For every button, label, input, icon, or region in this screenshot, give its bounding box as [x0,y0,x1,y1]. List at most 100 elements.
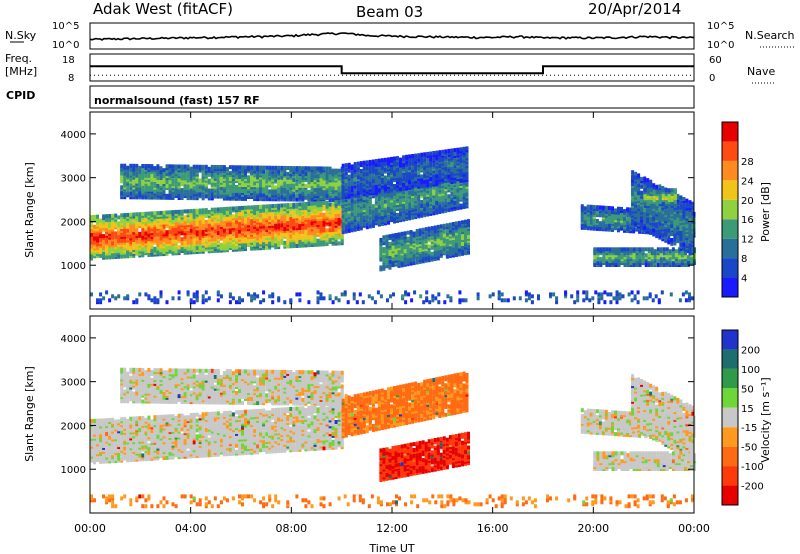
noise-left-tick-bottom: 10^0 [52,40,79,51]
heatmap-cell [295,222,299,227]
beam-title: Beam 03 [356,3,423,21]
heatmap-cell [334,214,338,218]
heatmap-cell [403,231,407,236]
heatmap-cell [141,212,145,216]
heatmap-cell [301,166,305,171]
heatmap-cell [177,209,181,214]
heatmap-cell [295,202,299,207]
heatmap-cell [289,244,293,249]
heatmap-cell [356,171,360,176]
heatmap-cell [350,198,354,203]
heatmap-cell [322,212,326,217]
heatmap-cell [322,204,326,209]
nave-tick-top: 60 [709,55,722,66]
heatmap-cell [135,222,139,227]
heatmap-cell [426,161,430,166]
heatmap-cell [459,157,463,162]
heatmap-cell [406,248,410,253]
heatmap-cell [465,146,469,151]
heatmap-cell [396,162,399,166]
heatmap-cell [432,151,436,155]
heatmap-cell [408,206,412,211]
heatmap-cell [259,204,263,209]
heatmap-cell [90,228,93,233]
heatmap-cell [259,208,263,213]
heatmap-cell [168,210,172,215]
heatmap-cell [411,203,415,208]
heatmap-cell [409,230,413,235]
heatmap-cell [141,227,145,232]
heatmap-cell [310,166,314,171]
heatmap-cell [228,244,232,249]
heatmap-cell [304,189,308,194]
heatmap-cell [189,246,193,251]
heatmap-cell [210,188,214,193]
heatmap-cell [120,213,124,218]
heatmap-cell [379,265,383,270]
heatmap-cell [632,229,636,234]
heatmap-cell [147,164,151,168]
heatmap-cell [453,169,457,174]
nave-label: Nave [747,65,775,78]
heatmap-cell [286,183,290,188]
heatmap-cell [207,188,211,193]
heatmap-cell [604,223,608,228]
heatmap-cell [383,199,387,204]
heatmap-cell [192,164,196,169]
heatmap-cell [126,212,130,217]
heatmap-cell [186,219,190,224]
heatmap-cell [461,236,464,240]
heatmap-cell [177,237,181,242]
heatmap-cell [467,250,470,255]
heatmap-cell [408,202,412,207]
heatmap-cell [259,165,263,170]
heatmap-cell [286,171,290,176]
heatmap-cell [283,232,287,237]
heatmap-cell [424,227,428,232]
heatmap-cell [412,249,416,254]
heatmap-cell [353,162,357,166]
heatmap-cell [177,249,181,254]
heatmap-cell [310,172,314,177]
heatmap-cell [393,184,396,189]
heatmap-cell [204,208,208,213]
heatmap-cell [464,227,467,232]
heatmap-cell [427,244,431,249]
heatmap-cell [331,224,335,228]
heatmap-cell [298,230,302,234]
heatmap-cell [292,193,296,198]
heatmap-cell [216,207,220,212]
heatmap-cell [453,187,457,192]
heatmap-cell [586,204,590,209]
heatmap-cell [280,223,284,228]
heatmap-cell [114,231,118,236]
heatmap-cell [325,170,329,175]
heatmap-cell [298,183,302,188]
heatmap-cell [259,238,263,243]
heatmap-cell [265,169,269,174]
heatmap-cell [426,151,430,156]
noise-right-label: N.Search [745,29,795,42]
heatmap-cell [420,152,424,157]
heatmap-cell [153,211,157,216]
heatmap-cell [141,164,145,168]
heatmap-cell [383,203,387,208]
heatmap-cell [415,260,419,265]
heatmap-cell [225,236,229,241]
heatmap-cell [250,219,254,224]
heatmap-cell [368,159,372,164]
heatmap-cell [359,169,363,173]
heatmap-cell [441,201,445,206]
heatmap-cell [231,165,235,170]
heatmap-cell [274,203,278,208]
heatmap-cell [441,189,445,194]
heatmap-cell [298,210,302,215]
station-title: Adak West (fitACF) [93,0,233,18]
heatmap-cell [427,226,431,231]
heatmap-cell [241,211,244,216]
heatmap-cell [406,252,410,257]
heatmap-cell [313,188,317,192]
heatmap-cell [462,146,466,151]
heatmap-cell [436,232,440,237]
heatmap-cell [408,166,412,171]
